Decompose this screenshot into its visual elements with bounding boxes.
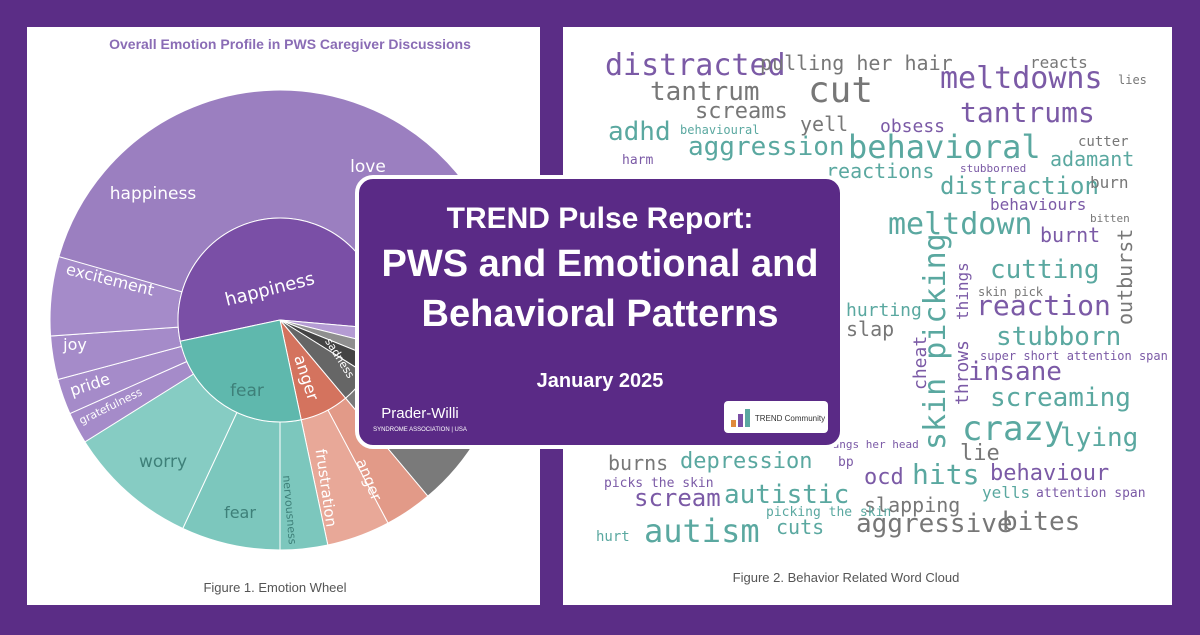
cloud-word: lies: [1118, 73, 1147, 87]
cloud-word: adamant: [1050, 147, 1134, 171]
wheel-label: nervousness: [280, 475, 299, 546]
cloud-word: harm: [622, 153, 653, 168]
wheel-label: fear: [230, 381, 264, 401]
cloud-word: distracted: [605, 48, 786, 83]
logo-icon: [731, 420, 736, 427]
wheel-label: worry: [139, 452, 187, 472]
cloud-word: burn: [1090, 173, 1129, 192]
cloud-word: distraction: [940, 172, 1099, 200]
cloud-word: skin picking: [918, 233, 953, 450]
wheel-label: joy: [62, 335, 87, 354]
cloud-word: screaming: [990, 383, 1131, 413]
cloud-word: autism: [644, 512, 760, 550]
cloud-word: bp: [838, 455, 854, 470]
cloud-word: tantrum: [650, 77, 760, 107]
cloud-word: screams: [695, 99, 788, 124]
card-title: PWS and Emotional and: [381, 243, 818, 285]
card-title: Behavioral Patterns: [422, 293, 779, 335]
cloud-word: meltdowns: [940, 61, 1103, 96]
cloud-word: ocd: [864, 465, 904, 490]
cloud-word: stubborn: [996, 322, 1121, 352]
cloud-word: skin pick: [978, 285, 1044, 299]
cloud-word: picking the skin: [766, 505, 891, 520]
cloud-word: bites: [1002, 507, 1080, 537]
figure-caption: Figure 1. Emotion Wheel: [203, 580, 346, 595]
logo-text: SYNDROME ASSOCIATION | USA: [373, 427, 467, 433]
cloud-word: picks the skin: [604, 476, 714, 491]
cloud-word: hits: [912, 458, 979, 491]
cloud-word: crazy: [962, 409, 1064, 449]
cloud-word: hurt: [596, 529, 630, 545]
wheel-title: Overall Emotion Profile in PWS Caregiver…: [109, 36, 471, 52]
card-box: [355, 175, 844, 449]
card-title: TREND Pulse Report:: [447, 202, 754, 235]
cloud-word: yells: [982, 483, 1030, 502]
cloud-word: behaviour: [990, 461, 1109, 486]
cloud-word: yell: [800, 112, 848, 136]
cloud-word: slapping: [864, 493, 960, 517]
cloud-word: cutter: [1078, 134, 1129, 150]
cloud-word: cutting: [990, 255, 1100, 285]
card-date: January 2025: [537, 370, 664, 392]
cloud-word: bangs her head: [826, 438, 919, 451]
cloud-word: slap: [846, 317, 894, 341]
logo-icon: [738, 414, 743, 427]
cloud-word: pulling her hair: [760, 51, 953, 75]
cloud-word: things: [953, 262, 972, 320]
logo-text: TREND Community: [755, 414, 825, 423]
cloud-word: aggression: [688, 132, 845, 162]
cloud-word: stubborned: [960, 162, 1026, 175]
cloud-word: autistic: [724, 480, 849, 510]
cloud-word: reaction: [976, 289, 1111, 322]
logo-icon: [745, 409, 750, 427]
figure-caption: Figure 2. Behavior Related Word Cloud: [733, 570, 960, 585]
cloud-word: reacts: [1030, 53, 1088, 72]
cloud-word: depression: [680, 449, 812, 474]
cloud-word: cheat: [910, 336, 931, 390]
cloud-word: outburst: [1113, 229, 1137, 325]
cloud-word: cut: [808, 70, 873, 111]
cloud-word: behavioral: [848, 128, 1041, 166]
logo-text: Prader-Willi: [381, 405, 459, 422]
cloud-word: super short attention span: [980, 349, 1168, 363]
cloud-word: attention span: [1036, 486, 1146, 501]
wheel-label: love: [350, 157, 386, 177]
cloud-word: scream: [634, 484, 721, 512]
cloud-word: lie: [960, 441, 1000, 466]
cloud-word: cuts: [776, 515, 824, 539]
cloud-word: meltdown: [888, 207, 1033, 242]
cloud-word: reactions: [826, 159, 934, 183]
cloud-word: burns: [608, 451, 668, 475]
wheel-label: fear: [224, 503, 256, 522]
cloud-word: adhd: [608, 117, 671, 147]
cloud-word: burnt: [1040, 223, 1100, 247]
cloud-word: obsess: [880, 116, 945, 137]
cloud-word: throws: [952, 340, 973, 405]
cloud-word: insane: [968, 357, 1062, 387]
cloud-word: behaviours: [990, 195, 1086, 214]
cloud-word: bitten: [1090, 212, 1130, 225]
title-card: TREND Pulse Report: PWS and Emotional an…: [355, 175, 844, 449]
cloud-word: behavioural: [680, 123, 759, 137]
cloud-word: aggressive: [856, 509, 1013, 539]
cloud-word: hurting: [846, 300, 922, 321]
cloud-word: lying: [1060, 423, 1138, 453]
cloud-word: tantrums: [960, 96, 1095, 129]
wheel-label: happiness: [110, 184, 197, 204]
wheel-segment: [179, 319, 302, 423]
